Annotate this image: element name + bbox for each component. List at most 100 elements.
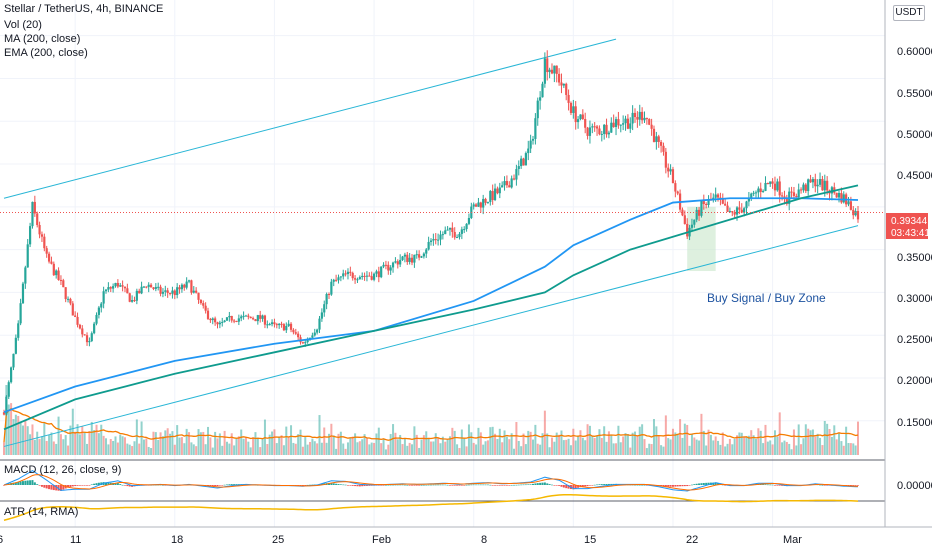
macd-histogram-bar: [674, 485, 677, 487]
volume-bar: [505, 436, 508, 455]
candle-body: [856, 211, 860, 220]
volume-bar: [460, 429, 463, 455]
volume-bar: [643, 439, 646, 455]
volume-bar: [131, 446, 134, 455]
macd-legend[interactable]: MACD (12, 26, close, 9): [4, 464, 122, 476]
candle-body: [102, 291, 105, 304]
volume-bar: [346, 442, 349, 455]
candle-body: [251, 318, 255, 320]
volume-bar: [76, 424, 79, 455]
volume-bar: [522, 433, 525, 455]
volume-bar: [840, 441, 843, 455]
volume-bar: [738, 432, 741, 455]
candle-body: [491, 191, 494, 201]
time-tick: 25: [272, 534, 284, 546]
macd-histogram-bar: [498, 485, 501, 486]
volume-bar: [10, 403, 13, 455]
candle-body: [380, 266, 383, 278]
volume-bar: [498, 428, 501, 455]
volume-bar: [600, 437, 603, 455]
candle-body: [240, 316, 243, 319]
ma-legend[interactable]: MA (200, close): [4, 33, 81, 45]
volume-bar: [406, 445, 409, 455]
volume-bar: [411, 444, 414, 455]
channel-lower-line[interactable]: [3, 225, 859, 447]
candle-body: [529, 140, 532, 149]
volume-bar: [218, 433, 221, 455]
candle-body: [88, 340, 91, 343]
volume-bar: [854, 445, 857, 455]
volume-bar: [740, 432, 743, 455]
candle-body: [669, 169, 672, 172]
volume-bar: [244, 437, 247, 455]
candle-body: [823, 180, 826, 191]
volume-bar: [467, 424, 470, 455]
volume-bar: [154, 432, 157, 455]
candle-body: [142, 286, 146, 288]
candle-body: [674, 183, 677, 192]
volume-legend[interactable]: Vol (20): [4, 19, 42, 31]
candle-body: [617, 119, 620, 126]
volume-bar: [373, 442, 376, 455]
volume-bar: [311, 438, 314, 455]
volume-bar: [375, 433, 378, 455]
candle-body: [429, 240, 433, 242]
candle-body: [365, 275, 369, 277]
atr-legend[interactable]: ATR (14, RMA): [4, 506, 79, 518]
volume-bar: [161, 436, 164, 455]
macd-histogram-bar: [161, 484, 164, 486]
volume-bar: [555, 432, 558, 455]
volume-bar: [638, 426, 641, 455]
candle-body: [59, 279, 63, 281]
volume-bar: [112, 440, 115, 455]
volume-bar: [102, 435, 105, 455]
ema-legend[interactable]: EMA (200, close): [4, 47, 88, 59]
symbol-title[interactable]: Stellar / TetherUS, 4h, BINANCE: [4, 3, 164, 15]
volume-bar: [382, 438, 385, 455]
channel-upper-line[interactable]: [3, 38, 617, 199]
macd-histogram-bar: [508, 485, 511, 486]
candle-body: [268, 324, 271, 326]
candle-body: [657, 136, 660, 142]
volume-bar: [121, 436, 124, 455]
volume-bar: [377, 427, 380, 455]
volume-bar: [830, 436, 833, 455]
candle-body: [396, 261, 399, 265]
candle-body: [607, 132, 611, 135]
volume-bar: [19, 421, 22, 455]
macd-histogram-bar: [24, 480, 27, 485]
time-axis[interactable]: 6 11 18 25 Feb 8 15 22 Mar: [0, 534, 802, 546]
macd-histogram-bar: [394, 484, 397, 486]
volume-bar: [332, 435, 335, 455]
macd-histogram-bar: [437, 484, 440, 486]
currency-button[interactable]: USDT: [893, 5, 925, 21]
candle-body: [304, 342, 307, 344]
volume-bar: [228, 443, 231, 455]
volume-bar: [230, 433, 233, 455]
volume-bar: [285, 426, 288, 455]
macd-histogram-bar: [116, 483, 119, 485]
macd-histogram-bar: [337, 484, 340, 485]
candle-body: [484, 198, 487, 203]
macd-histogram-bar: [679, 485, 682, 487]
candle-body: [769, 181, 772, 185]
macd-histogram-bar: [560, 485, 563, 487]
candle-body: [683, 215, 686, 224]
candle-body: [451, 227, 454, 232]
volume-bar: [306, 444, 309, 455]
candle-body: [522, 158, 525, 166]
macd-histogram-bar: [847, 485, 850, 486]
volume-bar: [323, 427, 326, 455]
ma-200-line: [3, 197, 859, 414]
volume-bar: [339, 431, 342, 455]
macd-histogram-bar: [214, 485, 217, 487]
volume-bar: [413, 426, 416, 455]
candle-body: [361, 275, 364, 278]
volume-bar: [724, 446, 727, 455]
macd-histogram-bar: [427, 484, 430, 486]
volume-bar: [588, 425, 591, 455]
volume-bar: [363, 434, 366, 455]
